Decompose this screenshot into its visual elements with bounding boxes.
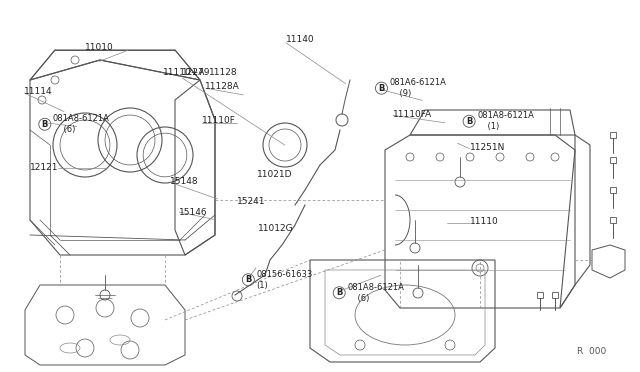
Text: R  000: R 000 [577,347,606,356]
Circle shape [463,115,475,127]
Text: 15146: 15146 [179,208,208,217]
Circle shape [39,118,51,130]
Text: B: B [42,120,48,129]
Text: B: B [336,288,342,297]
Text: 12279: 12279 [182,68,211,77]
Text: 081A8-6121A
    (6): 081A8-6121A (6) [53,114,109,134]
Text: 12121: 12121 [30,163,59,172]
Text: 11128A: 11128A [205,82,240,91]
Text: 11128: 11128 [209,68,237,77]
Text: 11021D: 11021D [257,170,292,179]
Text: B: B [378,84,385,93]
Text: 08156-61633
(1): 08156-61633 (1) [256,270,312,290]
Text: 11110+A: 11110+A [163,68,205,77]
Text: B: B [245,275,252,284]
Text: 11010: 11010 [85,43,114,52]
Text: 11110: 11110 [470,217,499,226]
Text: 15241: 15241 [237,197,266,206]
Text: 11012G: 11012G [258,224,294,232]
Text: B: B [466,117,472,126]
Text: 11251N: 11251N [470,143,505,152]
Text: 081A6-6121A
    (9): 081A6-6121A (9) [389,78,446,98]
Text: 081A8-6121A
    (1): 081A8-6121A (1) [477,111,534,131]
Circle shape [376,82,387,94]
Text: 11110FA: 11110FA [393,110,432,119]
Text: 11140: 11140 [286,35,315,44]
Circle shape [333,287,345,299]
Text: 15148: 15148 [170,177,199,186]
Text: 081A8-6121A
    (6): 081A8-6121A (6) [348,283,404,303]
Text: 11110F: 11110F [202,116,236,125]
Circle shape [243,274,254,286]
Text: 11114: 11114 [24,87,53,96]
